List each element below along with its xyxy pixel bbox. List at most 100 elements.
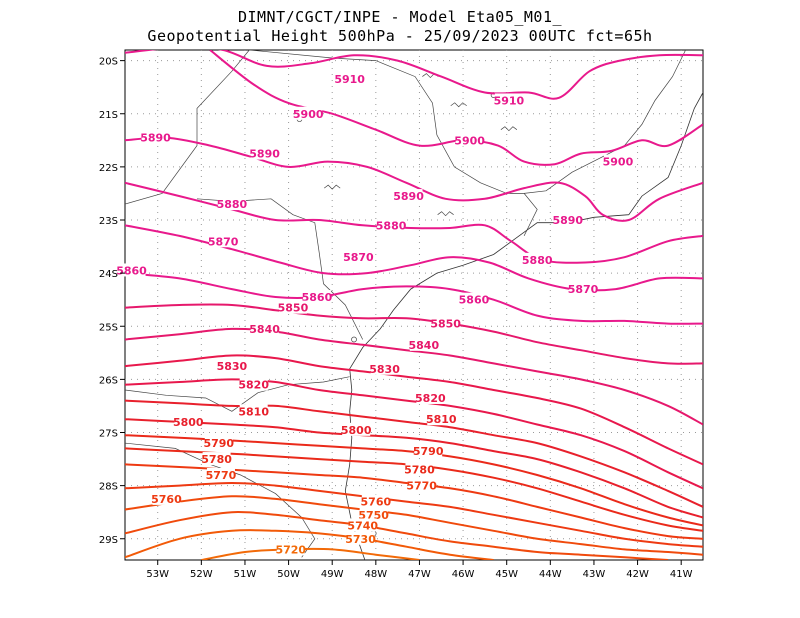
contour-line-5800: [125, 418, 703, 519]
reservoir: [450, 102, 467, 108]
contour-line-5850: [125, 303, 703, 365]
contour-label-bg: [394, 189, 423, 203]
contour-label: 5860: [302, 291, 333, 304]
contour-label-bg: [217, 359, 246, 373]
lat-tick-label: 22S: [99, 163, 118, 174]
contour-label: 5910: [494, 94, 525, 107]
contour-label-bg: [335, 72, 364, 86]
contour-label-bg: [294, 106, 323, 120]
contour-label-bg: [302, 290, 331, 304]
contour-label-bg: [202, 452, 231, 466]
contour-label: 5890: [552, 214, 583, 227]
contour-label-bg: [250, 146, 279, 160]
lon-tick-label: 51W: [234, 569, 257, 580]
contour-label: 5850: [430, 318, 461, 331]
contour-label: 5890: [249, 148, 280, 161]
contour-line-5870: [125, 224, 703, 292]
contour-label-bg: [409, 337, 438, 351]
state-border: [125, 376, 350, 412]
latitude-axis: 20S 21S 22S 23S 24S 25S 26S 27S 28S 29S: [99, 57, 125, 546]
contour-label: 5900: [293, 108, 324, 121]
contour-label-bg: [361, 494, 390, 508]
contour-label: 5880: [217, 198, 248, 211]
chart-title-line2: Geopotential Height 500hPa - 25/09/2023 …: [147, 27, 653, 45]
contour-label: 5860: [116, 264, 147, 277]
contour-label-bg: [206, 468, 235, 481]
lat-tick-label: 21S: [99, 110, 118, 121]
contour-line-5880: [125, 181, 703, 264]
contour-line-5910: [125, 50, 703, 100]
contour-label-bg: [348, 518, 377, 532]
contour-label-bg: [377, 218, 406, 232]
chart-title-line1: DIMNT/CGCT/INPE - Model Eta05_M01_: [237, 8, 563, 26]
lat-tick-label: 27S: [99, 429, 118, 440]
island: [351, 336, 357, 343]
contour-label: 5820: [238, 379, 269, 392]
contour-label-bg: [569, 282, 598, 296]
contour-line-5900: [209, 50, 703, 166]
contour-label: 5720: [275, 543, 306, 556]
contour-label: 5880: [376, 219, 407, 232]
lon-tick-label: 52W: [190, 569, 213, 580]
contour-label: 5890: [140, 132, 171, 145]
contour-label-bg: [152, 491, 181, 505]
contour-label: 5900: [454, 134, 485, 147]
lon-tick-label: 49W: [321, 569, 344, 580]
lat-tick-label: 26S: [99, 375, 118, 386]
contour-label-bg: [416, 390, 445, 404]
coastline: [344, 92, 703, 560]
contour-label-bg: [239, 377, 268, 391]
lon-tick-label: 43W: [583, 569, 606, 580]
lon-tick-label: 45W: [495, 569, 518, 580]
contour-label-bg: [204, 436, 233, 450]
contour-label: 5860: [459, 294, 490, 307]
contour-line-5830: [125, 354, 703, 466]
contour-line-5890: [125, 136, 703, 222]
lat-tick-label: 24S: [99, 269, 118, 280]
contour-label: 5840: [409, 339, 440, 352]
contour-label: 5760: [151, 493, 182, 506]
contour-label-bg: [276, 542, 305, 556]
contour-label: 5770: [206, 469, 237, 482]
contour-label: 5800: [341, 424, 372, 437]
contour-label-bg: [250, 321, 279, 335]
contour-label: 5810: [238, 405, 269, 418]
contour-label-bg: [407, 478, 436, 492]
contour-label: 5790: [413, 445, 444, 458]
contour-label: 5730: [345, 533, 376, 546]
lon-tick-label: 44W: [539, 569, 562, 580]
reservoir: [500, 126, 518, 132]
contour-label-bg: [217, 197, 246, 211]
lat-tick-label: 23S: [99, 216, 118, 227]
contour-label: 5800: [173, 416, 204, 429]
lon-tick-label: 41W: [670, 569, 693, 580]
contour-line-5740: [125, 511, 669, 560]
state-border: [249, 50, 538, 237]
contour-line-5750: [125, 495, 703, 556]
contour-line-5840: [125, 327, 703, 426]
contour-label: 5810: [426, 413, 457, 426]
contour-label-bg: [405, 462, 434, 476]
contour-label: 5870: [568, 283, 599, 296]
contour-label: 5840: [249, 323, 280, 336]
lon-tick-label: 53W: [146, 569, 169, 580]
reservoir: [437, 211, 454, 217]
contour-label-bg: [359, 507, 388, 521]
state-border: [125, 50, 250, 205]
contour-label: 5790: [203, 437, 234, 450]
contour-label-bg: [344, 250, 373, 264]
lon-tick-label: 48W: [365, 569, 388, 580]
contour-label-bg: [603, 154, 632, 168]
contour-label: 5830: [217, 360, 248, 373]
contour-label-bg: [494, 93, 523, 107]
contour-label-bg: [370, 361, 399, 375]
contour-label: 5850: [278, 302, 309, 315]
contour-label: 5780: [404, 464, 435, 477]
lon-tick-label: 47W: [408, 569, 431, 580]
lat-tick-label: 29S: [99, 535, 118, 546]
lat-tick-label: 20S: [99, 57, 118, 68]
contour-label-bg: [174, 414, 203, 428]
contour-line-5860: [125, 272, 703, 325]
contour-line-5760: [125, 482, 703, 548]
